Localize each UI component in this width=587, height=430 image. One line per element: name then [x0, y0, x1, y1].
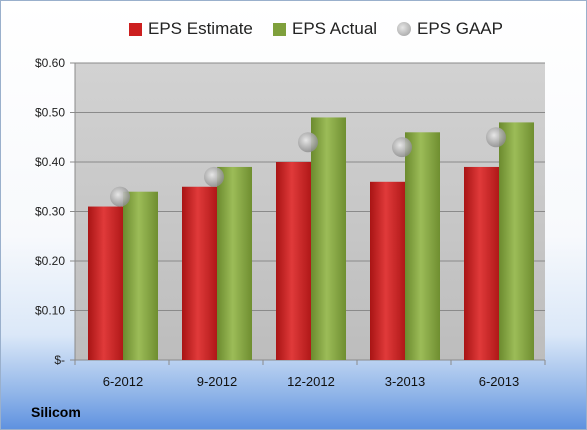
legend-swatch-estimate — [129, 22, 142, 36]
bar-eps-actual — [311, 117, 346, 360]
bar-eps-estimate — [276, 162, 311, 360]
y-tick-label: $0.30 — [35, 205, 65, 219]
bar-eps-estimate — [88, 206, 123, 360]
legend-label-actual: EPS Actual — [292, 19, 378, 38]
y-tick-label: $0.50 — [35, 106, 65, 120]
legend-label-gaap: EPS GAAP — [417, 19, 503, 38]
legend-swatch-actual — [273, 22, 286, 36]
bar-eps-actual — [405, 132, 440, 360]
y-tick-label: $- — [54, 353, 65, 367]
y-tick-label: $0.20 — [35, 254, 65, 268]
y-tick-label: $0.10 — [35, 304, 65, 318]
bar-eps-estimate — [182, 186, 217, 360]
bar-eps-estimate — [370, 181, 405, 360]
legend: EPS Estimate EPS Actual EPS GAAP — [1, 15, 586, 45]
legend-item-eps-actual: EPS Actual — [273, 19, 377, 39]
x-tick-label: 12-2012 — [287, 374, 335, 389]
marker-eps-gaap — [298, 132, 318, 153]
x-tick-label: 9-2012 — [197, 374, 237, 389]
y-tick-label: $0.60 — [35, 56, 65, 70]
marker-eps-gaap — [392, 137, 412, 158]
marker-eps-gaap — [110, 186, 130, 207]
x-tick-label: 3-2013 — [385, 374, 425, 389]
x-tick-label: 6-2012 — [103, 374, 143, 389]
bar-eps-actual — [123, 191, 158, 360]
legend-item-eps-estimate: EPS Estimate — [129, 19, 253, 39]
legend-label-estimate: EPS Estimate — [148, 19, 253, 38]
legend-item-eps-gaap: EPS GAAP — [397, 19, 503, 39]
x-tick-label: 6-2013 — [479, 374, 519, 389]
bar-eps-estimate — [464, 166, 499, 360]
company-label: Silicom — [31, 404, 81, 420]
marker-eps-gaap — [486, 127, 506, 148]
y-tick-label: $0.40 — [35, 155, 65, 169]
legend-marker-gaap — [397, 22, 411, 36]
marker-eps-gaap — [204, 166, 224, 187]
bar-eps-actual — [499, 122, 534, 361]
bar-eps-actual — [217, 166, 252, 360]
